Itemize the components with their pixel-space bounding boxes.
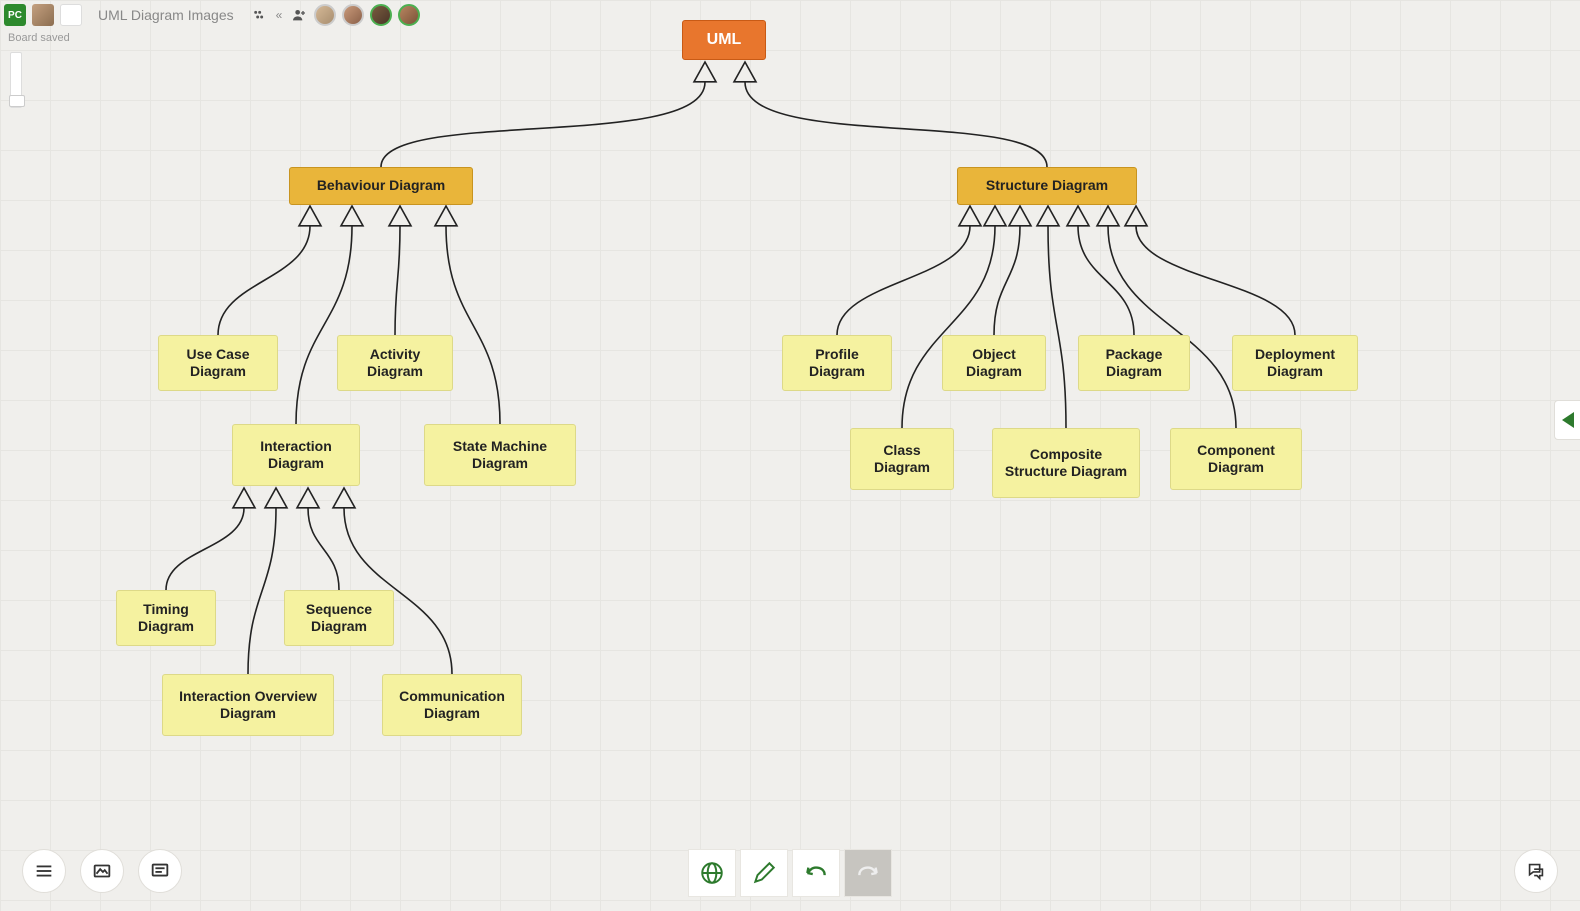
- node-statemachine[interactable]: State Machine Diagram: [424, 424, 576, 486]
- export-button[interactable]: [80, 849, 124, 893]
- node-class[interactable]: Class Diagram: [850, 428, 954, 490]
- zoom-handle[interactable]: [9, 95, 25, 107]
- undo-button[interactable]: [792, 849, 840, 897]
- node-profile[interactable]: Profile Diagram: [782, 335, 892, 391]
- node-package[interactable]: Package Diagram: [1078, 335, 1190, 391]
- bottom-left-toolbar: [22, 849, 182, 893]
- node-uml[interactable]: UML: [682, 20, 766, 60]
- collaborator-avatar-1[interactable]: [314, 4, 336, 26]
- topbar: PC UML Diagram Images «: [4, 4, 420, 26]
- node-deployment[interactable]: Deployment Diagram: [1232, 335, 1358, 391]
- save-status: Board saved: [8, 32, 70, 44]
- node-composite[interactable]: Composite Structure Diagram: [992, 428, 1140, 498]
- app-logo[interactable]: PC: [4, 4, 26, 26]
- sidebar-icon[interactable]: [250, 6, 268, 24]
- bottom-center-toolbar: [688, 849, 892, 897]
- edit-button[interactable]: [740, 849, 788, 897]
- add-user-icon[interactable]: [290, 6, 308, 24]
- app-icon[interactable]: [60, 4, 82, 26]
- layers-button[interactable]: [22, 849, 66, 893]
- node-activity[interactable]: Activity Diagram: [337, 335, 453, 391]
- comments-button[interactable]: [138, 849, 182, 893]
- collaborator-avatar-3[interactable]: [370, 4, 392, 26]
- expand-panel-button[interactable]: [1554, 400, 1580, 440]
- node-structure[interactable]: Structure Diagram: [957, 167, 1137, 205]
- chevron-left-icon: [1562, 412, 1574, 428]
- node-communication[interactable]: Communication Diagram: [382, 674, 522, 736]
- share-button: [844, 849, 892, 897]
- node-sequence[interactable]: Sequence Diagram: [284, 590, 394, 646]
- chat-button[interactable]: [1514, 849, 1558, 893]
- collaborator-avatar-4[interactable]: [398, 4, 420, 26]
- collaborator-avatar-2[interactable]: [342, 4, 364, 26]
- node-behaviour[interactable]: Behaviour Diagram: [289, 167, 473, 205]
- node-usecase[interactable]: Use Case Diagram: [158, 335, 278, 391]
- node-timing[interactable]: Timing Diagram: [116, 590, 216, 646]
- globe-button[interactable]: [688, 849, 736, 897]
- owner-avatar[interactable]: [32, 4, 54, 26]
- node-object[interactable]: Object Diagram: [942, 335, 1046, 391]
- node-component[interactable]: Component Diagram: [1170, 428, 1302, 490]
- zoom-slider[interactable]: [10, 52, 22, 108]
- node-intover[interactable]: Interaction Overview Diagram: [162, 674, 334, 736]
- collapse-icon[interactable]: «: [274, 8, 285, 22]
- board-title[interactable]: UML Diagram Images: [98, 7, 234, 23]
- node-interaction[interactable]: Interaction Diagram: [232, 424, 360, 486]
